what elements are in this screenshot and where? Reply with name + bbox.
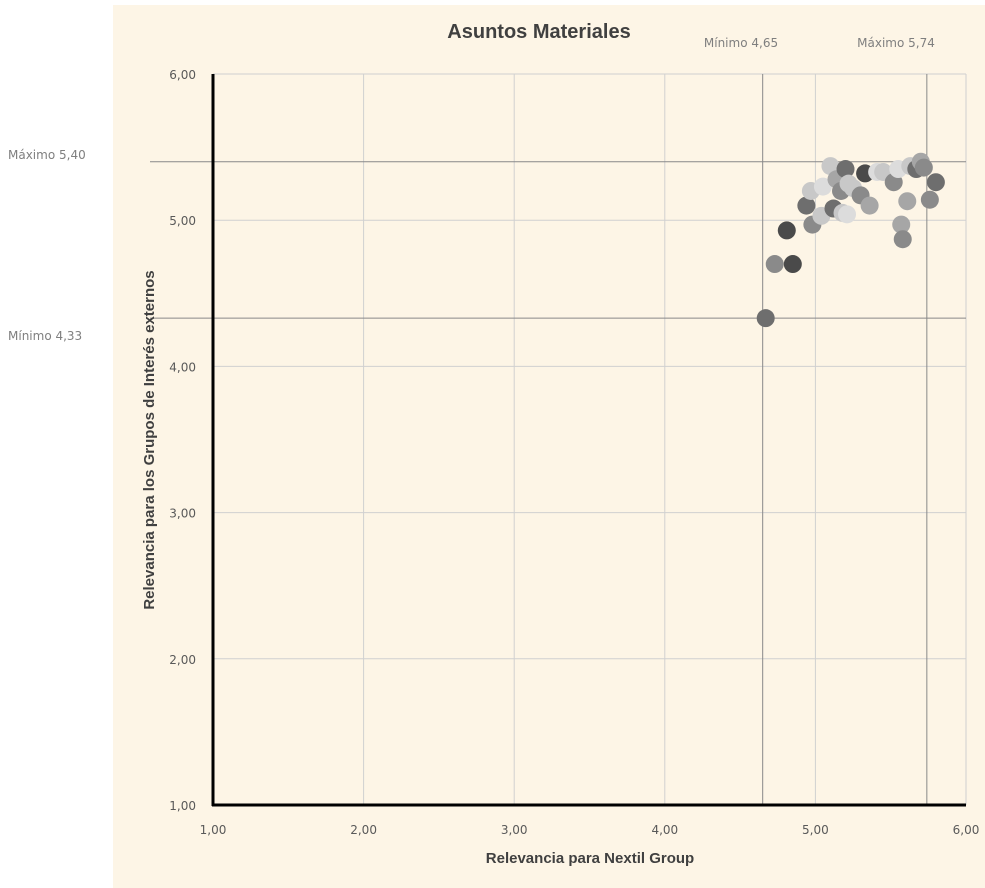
x-axis-title: Relevancia para Nextil Group bbox=[486, 850, 694, 867]
x-tick-label: 5,00 bbox=[802, 823, 829, 837]
data-point bbox=[860, 196, 879, 215]
data-point bbox=[893, 230, 912, 249]
data-point bbox=[756, 309, 775, 328]
y-tick-label: 6,00 bbox=[169, 68, 196, 82]
data-point bbox=[892, 215, 911, 234]
data-point bbox=[926, 173, 945, 192]
axes bbox=[211, 74, 966, 807]
grid bbox=[213, 73, 967, 805]
data-point bbox=[920, 190, 939, 209]
data-point bbox=[836, 160, 855, 179]
data-point bbox=[783, 255, 802, 274]
y-tick-label: 3,00 bbox=[169, 507, 196, 521]
x-tick-label: 4,00 bbox=[651, 823, 678, 837]
data-point bbox=[797, 196, 816, 215]
tick-labels: 1,00 2,00 3,00 4,00 5,00 6,00 1,00 2,00 3,00 4,00… bbox=[169, 68, 979, 837]
chart-title: Asuntos Materiales bbox=[447, 21, 630, 43]
y-tick-label: 4,00 bbox=[169, 360, 196, 374]
x-max-reference-label: Máximo 5,74 bbox=[857, 36, 935, 50]
y-tick-label: 5,00 bbox=[169, 214, 196, 228]
x-tick-label: 6,00 bbox=[953, 823, 980, 837]
x-min-reference-label: Mínimo 4,65 bbox=[704, 36, 778, 50]
data-point bbox=[813, 177, 832, 196]
data-point bbox=[898, 192, 917, 211]
x-tick-label: 2,00 bbox=[350, 823, 377, 837]
y-tick-label: 2,00 bbox=[169, 653, 196, 667]
chart-area bbox=[113, 5, 985, 888]
y-max-reference-label: Máximo 5,40 bbox=[8, 148, 86, 162]
y-tick-label: 1,00 bbox=[169, 799, 196, 813]
data-point bbox=[914, 158, 933, 177]
data-point bbox=[765, 255, 784, 274]
x-tick-label: 1,00 bbox=[200, 823, 227, 837]
data-points bbox=[756, 152, 945, 328]
y-axis-title: Relevancia para los Grupos de Interés ex… bbox=[141, 270, 158, 609]
x-tick-label: 3,00 bbox=[501, 823, 528, 837]
data-point bbox=[777, 221, 796, 240]
y-min-reference-label: Mínimo 4,33 bbox=[8, 329, 83, 343]
data-point bbox=[838, 205, 857, 224]
